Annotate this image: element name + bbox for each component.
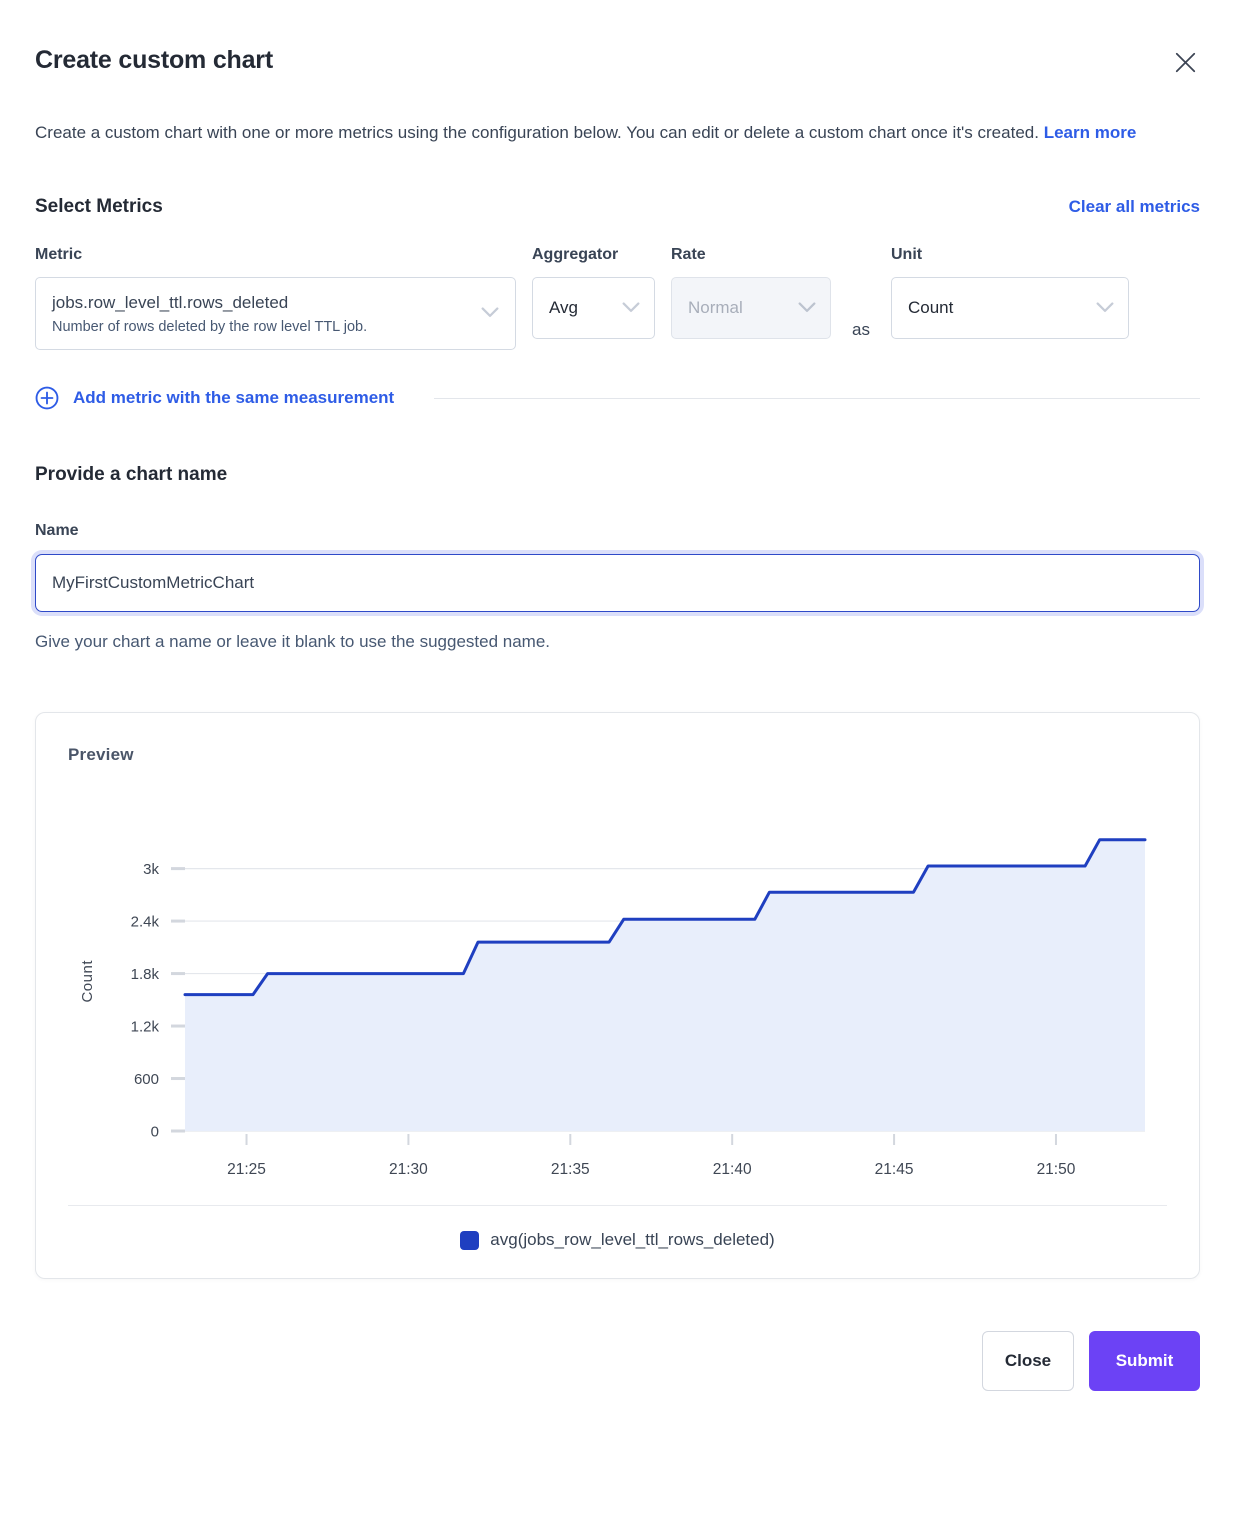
unit-value: Count <box>908 298 954 317</box>
close-dialog-button[interactable] <box>1171 48 1200 80</box>
svg-text:600: 600 <box>134 1071 159 1088</box>
add-metric-label: Add metric with the same measurement <box>73 388 395 407</box>
metric-select[interactable]: jobs.row_level_ttl.rows_deleted Number o… <box>35 277 516 350</box>
create-custom-chart-dialog: Create custom chart Create a custom char… <box>35 46 1200 1391</box>
chevron-down-icon <box>622 298 640 318</box>
svg-text:0: 0 <box>151 1124 159 1141</box>
chart-name-input[interactable] <box>35 554 1200 612</box>
add-metric-button[interactable]: Add metric with the same measurement <box>35 386 394 410</box>
svg-text:21:35: 21:35 <box>551 1161 590 1178</box>
select-metrics-header: Select Metrics Clear all metrics <box>35 196 1200 218</box>
preview-card: Preview Count 0 600 1.2k 1.8k 2.4k 3k 21:25 21:… <box>35 712 1200 1279</box>
rate-label: Rate <box>671 246 706 263</box>
svg-text:2.4k: 2.4k <box>131 914 160 931</box>
description-text: Create a custom chart with one or more m… <box>35 123 1039 142</box>
chevron-down-icon <box>481 305 499 323</box>
add-metric-row: Add metric with the same measurement <box>35 386 1200 410</box>
y-axis-label: Count <box>78 959 96 1003</box>
svg-text:21:25: 21:25 <box>227 1161 266 1178</box>
chevron-down-icon <box>1096 298 1114 318</box>
aggregator-label: Aggregator <box>532 246 619 263</box>
plus-circle-icon <box>35 386 59 410</box>
svg-text:1.8k: 1.8k <box>131 966 160 983</box>
svg-text:21:40: 21:40 <box>713 1161 752 1178</box>
rate-value: Normal <box>688 298 743 317</box>
svg-text:21:30: 21:30 <box>389 1161 428 1178</box>
rate-select-disabled: Normal <box>671 277 831 339</box>
dialog-footer: Close Submit <box>35 1331 1200 1391</box>
clear-all-metrics-link[interactable]: Clear all metrics <box>1068 197 1200 216</box>
svg-text:3k: 3k <box>143 861 159 878</box>
dialog-title: Create custom chart <box>35 46 273 74</box>
metric-label: Metric <box>35 246 83 263</box>
svg-text:21:50: 21:50 <box>1037 1161 1076 1178</box>
metric-description: Number of rows deleted by the row level … <box>52 318 368 335</box>
name-label: Name <box>35 522 79 539</box>
submit-button[interactable]: Submit <box>1089 1331 1200 1391</box>
preview-chart-area: Count 0 600 1.2k 1.8k 2.4k 3k 21:25 21:30 21:35 2… <box>74 811 1167 1181</box>
unit-label: Unit <box>891 246 923 263</box>
legend-label: avg(jobs_row_level_ttl_rows_deleted) <box>490 1230 775 1249</box>
learn-more-link[interactable]: Learn more <box>1043 123 1137 142</box>
close-button[interactable]: Close <box>982 1331 1074 1391</box>
dialog-header: Create custom chart <box>35 46 1200 80</box>
preview-heading: Preview <box>68 745 134 764</box>
aggregator-select[interactable]: Avg <box>532 277 655 339</box>
as-connector-label: as <box>852 320 870 339</box>
close-icon <box>1175 52 1196 76</box>
aggregator-value: Avg <box>549 298 578 317</box>
chart-name-heading: Provide a chart name <box>35 464 228 485</box>
chart-legend: avg(jobs_row_level_ttl_rows_deleted) <box>68 1205 1167 1278</box>
metric-config-row: Metric jobs.row_level_ttl.rows_deleted N… <box>35 246 1200 350</box>
svg-text:1.2k: 1.2k <box>131 1019 160 1036</box>
legend-swatch <box>460 1230 480 1250</box>
svg-text:21:45: 21:45 <box>875 1161 914 1178</box>
divider <box>434 397 1200 399</box>
unit-select[interactable]: Count <box>891 277 1129 339</box>
select-metrics-heading: Select Metrics <box>35 196 163 217</box>
name-helper-text: Give your chart a name or leave it blank… <box>35 632 551 651</box>
preview-chart: 0 600 1.2k 1.8k 2.4k 3k 21:25 21:30 21:35 21:40 21… <box>131 838 1147 1178</box>
metric-value: jobs.row_level_ttl.rows_deleted <box>52 292 289 312</box>
dialog-description: Create a custom chart with one or more m… <box>35 114 1200 152</box>
chevron-down-icon <box>798 298 816 318</box>
